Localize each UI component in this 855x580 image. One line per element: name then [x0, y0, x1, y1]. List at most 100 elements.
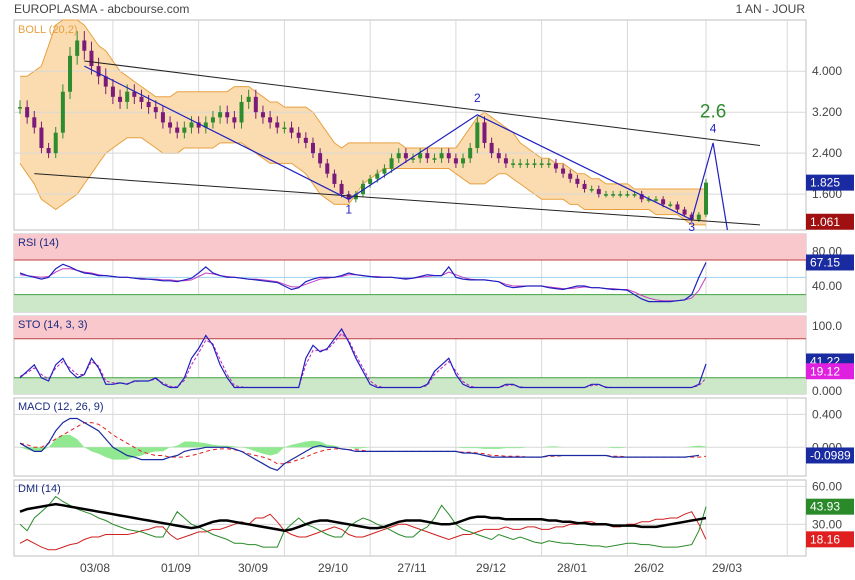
candle-body	[189, 122, 194, 128]
candle-body	[589, 189, 594, 191]
sto-label: STO (14, 3, 3)	[18, 319, 88, 331]
x-tick-label: 29/03	[712, 561, 742, 575]
candle-body	[289, 127, 294, 133]
candle-body	[139, 96, 144, 102]
candle-body	[175, 127, 180, 133]
rsi-overbought-band	[14, 234, 806, 260]
candle-body	[96, 66, 101, 77]
candle-body	[239, 101, 244, 123]
candle-body	[125, 91, 130, 102]
wave-label: 3	[688, 220, 695, 234]
x-tick-label: 27/11	[397, 561, 426, 575]
candle-body	[89, 50, 94, 67]
x-tick-label: 30/09	[238, 561, 268, 575]
sto-d-badge: 19.12	[810, 364, 840, 378]
wave-label: 1	[345, 203, 352, 217]
macd-label: MACD (12, 26, 9)	[18, 401, 104, 413]
x-tick-label: 03/08	[80, 561, 110, 575]
candle-body	[468, 148, 473, 159]
candle-body	[325, 163, 330, 174]
rsi-last-badge: 67.15	[810, 255, 840, 269]
rsi-last-badge-bg	[806, 254, 854, 271]
candle-body	[418, 153, 423, 159]
candle-body	[639, 194, 644, 200]
wave-label: 2	[474, 91, 481, 105]
price-target-annotation: 2.6	[700, 101, 726, 122]
candle-body	[568, 173, 573, 179]
dmi-plus-badge: 43.93	[810, 500, 840, 514]
candle-body	[439, 153, 444, 159]
candle-body	[625, 194, 630, 196]
dmi-y-tick: 60.00	[812, 479, 842, 493]
rsi-y-tick: 40.00	[812, 279, 842, 293]
candle-body	[132, 91, 137, 97]
candle-body	[232, 117, 237, 123]
candle-body	[275, 122, 280, 128]
candle-body	[496, 153, 501, 159]
boll-label: BOLL (20,2)	[18, 24, 78, 36]
candle-body	[282, 127, 287, 130]
candle-body	[268, 117, 273, 123]
macd-line	[19, 417, 699, 471]
price-y-tick: 4.000	[812, 64, 842, 78]
dmi-minus-badge: 18.16	[810, 532, 840, 546]
price-y-tick: 3.200	[812, 105, 842, 119]
candle-body	[246, 96, 251, 102]
candle-body	[561, 168, 566, 174]
macd-last-badge: -0.0989	[810, 448, 851, 462]
candle-body	[553, 163, 558, 169]
candle-body	[482, 122, 487, 143]
candle-body	[704, 182, 708, 215]
dmi-minus-badge-bg	[806, 531, 854, 548]
dmi-plus-line	[19, 495, 707, 548]
macd-y-tick: 0.400	[812, 407, 842, 421]
candle-body	[375, 173, 380, 179]
x-tick-label: 29/12	[476, 561, 506, 575]
candle-body	[153, 107, 158, 113]
candle-body	[146, 101, 151, 108]
candle-body	[32, 117, 37, 128]
candle-body	[525, 163, 530, 165]
candle-body	[203, 122, 208, 128]
candle-body	[668, 204, 673, 206]
chart-title: EUROPLASMA - abcbourse.com	[14, 2, 190, 16]
candle-body	[596, 189, 601, 195]
candle-body	[168, 122, 173, 128]
sto-overbought-band	[14, 316, 806, 339]
price-last-badge-bg	[806, 174, 854, 191]
candle-body	[682, 209, 687, 215]
price-low-badge: 1.061	[810, 215, 840, 229]
rsi-label: RSI (14)	[18, 237, 59, 249]
candle-body	[210, 117, 215, 123]
x-tick-label: 26/02	[634, 561, 664, 575]
rsi-oversold-band	[14, 294, 806, 312]
candle-body	[68, 55, 73, 92]
candle-body	[225, 112, 230, 118]
price-low-badge-bg	[806, 213, 854, 230]
candle-body	[503, 158, 508, 164]
candle-body	[653, 199, 658, 201]
candle-body	[475, 122, 480, 149]
candle-body	[382, 168, 387, 174]
x-tick-label: 29/10	[318, 561, 348, 575]
candle-body	[160, 112, 165, 123]
macd-signal-line	[19, 422, 707, 465]
panel-frame-dmi	[13, 479, 807, 557]
elliott-wave	[84, 65, 728, 231]
candle-body	[260, 112, 265, 118]
candle-body	[39, 127, 44, 149]
candle-body	[389, 158, 394, 169]
candle-body	[689, 214, 694, 220]
candle-body	[696, 214, 701, 220]
candle-body	[403, 153, 408, 159]
candle-body	[296, 132, 301, 138]
candle-body	[118, 96, 123, 102]
sto-y-tick: 0.000	[812, 384, 842, 398]
price-y-tick: 2.400	[812, 146, 842, 160]
chart-period: 1 AN - JOUR	[735, 2, 805, 16]
dmi-label: DMI (14)	[18, 483, 61, 495]
sto-oversold-band	[14, 377, 806, 394]
candle-body	[396, 153, 401, 159]
candle-body	[582, 183, 587, 190]
